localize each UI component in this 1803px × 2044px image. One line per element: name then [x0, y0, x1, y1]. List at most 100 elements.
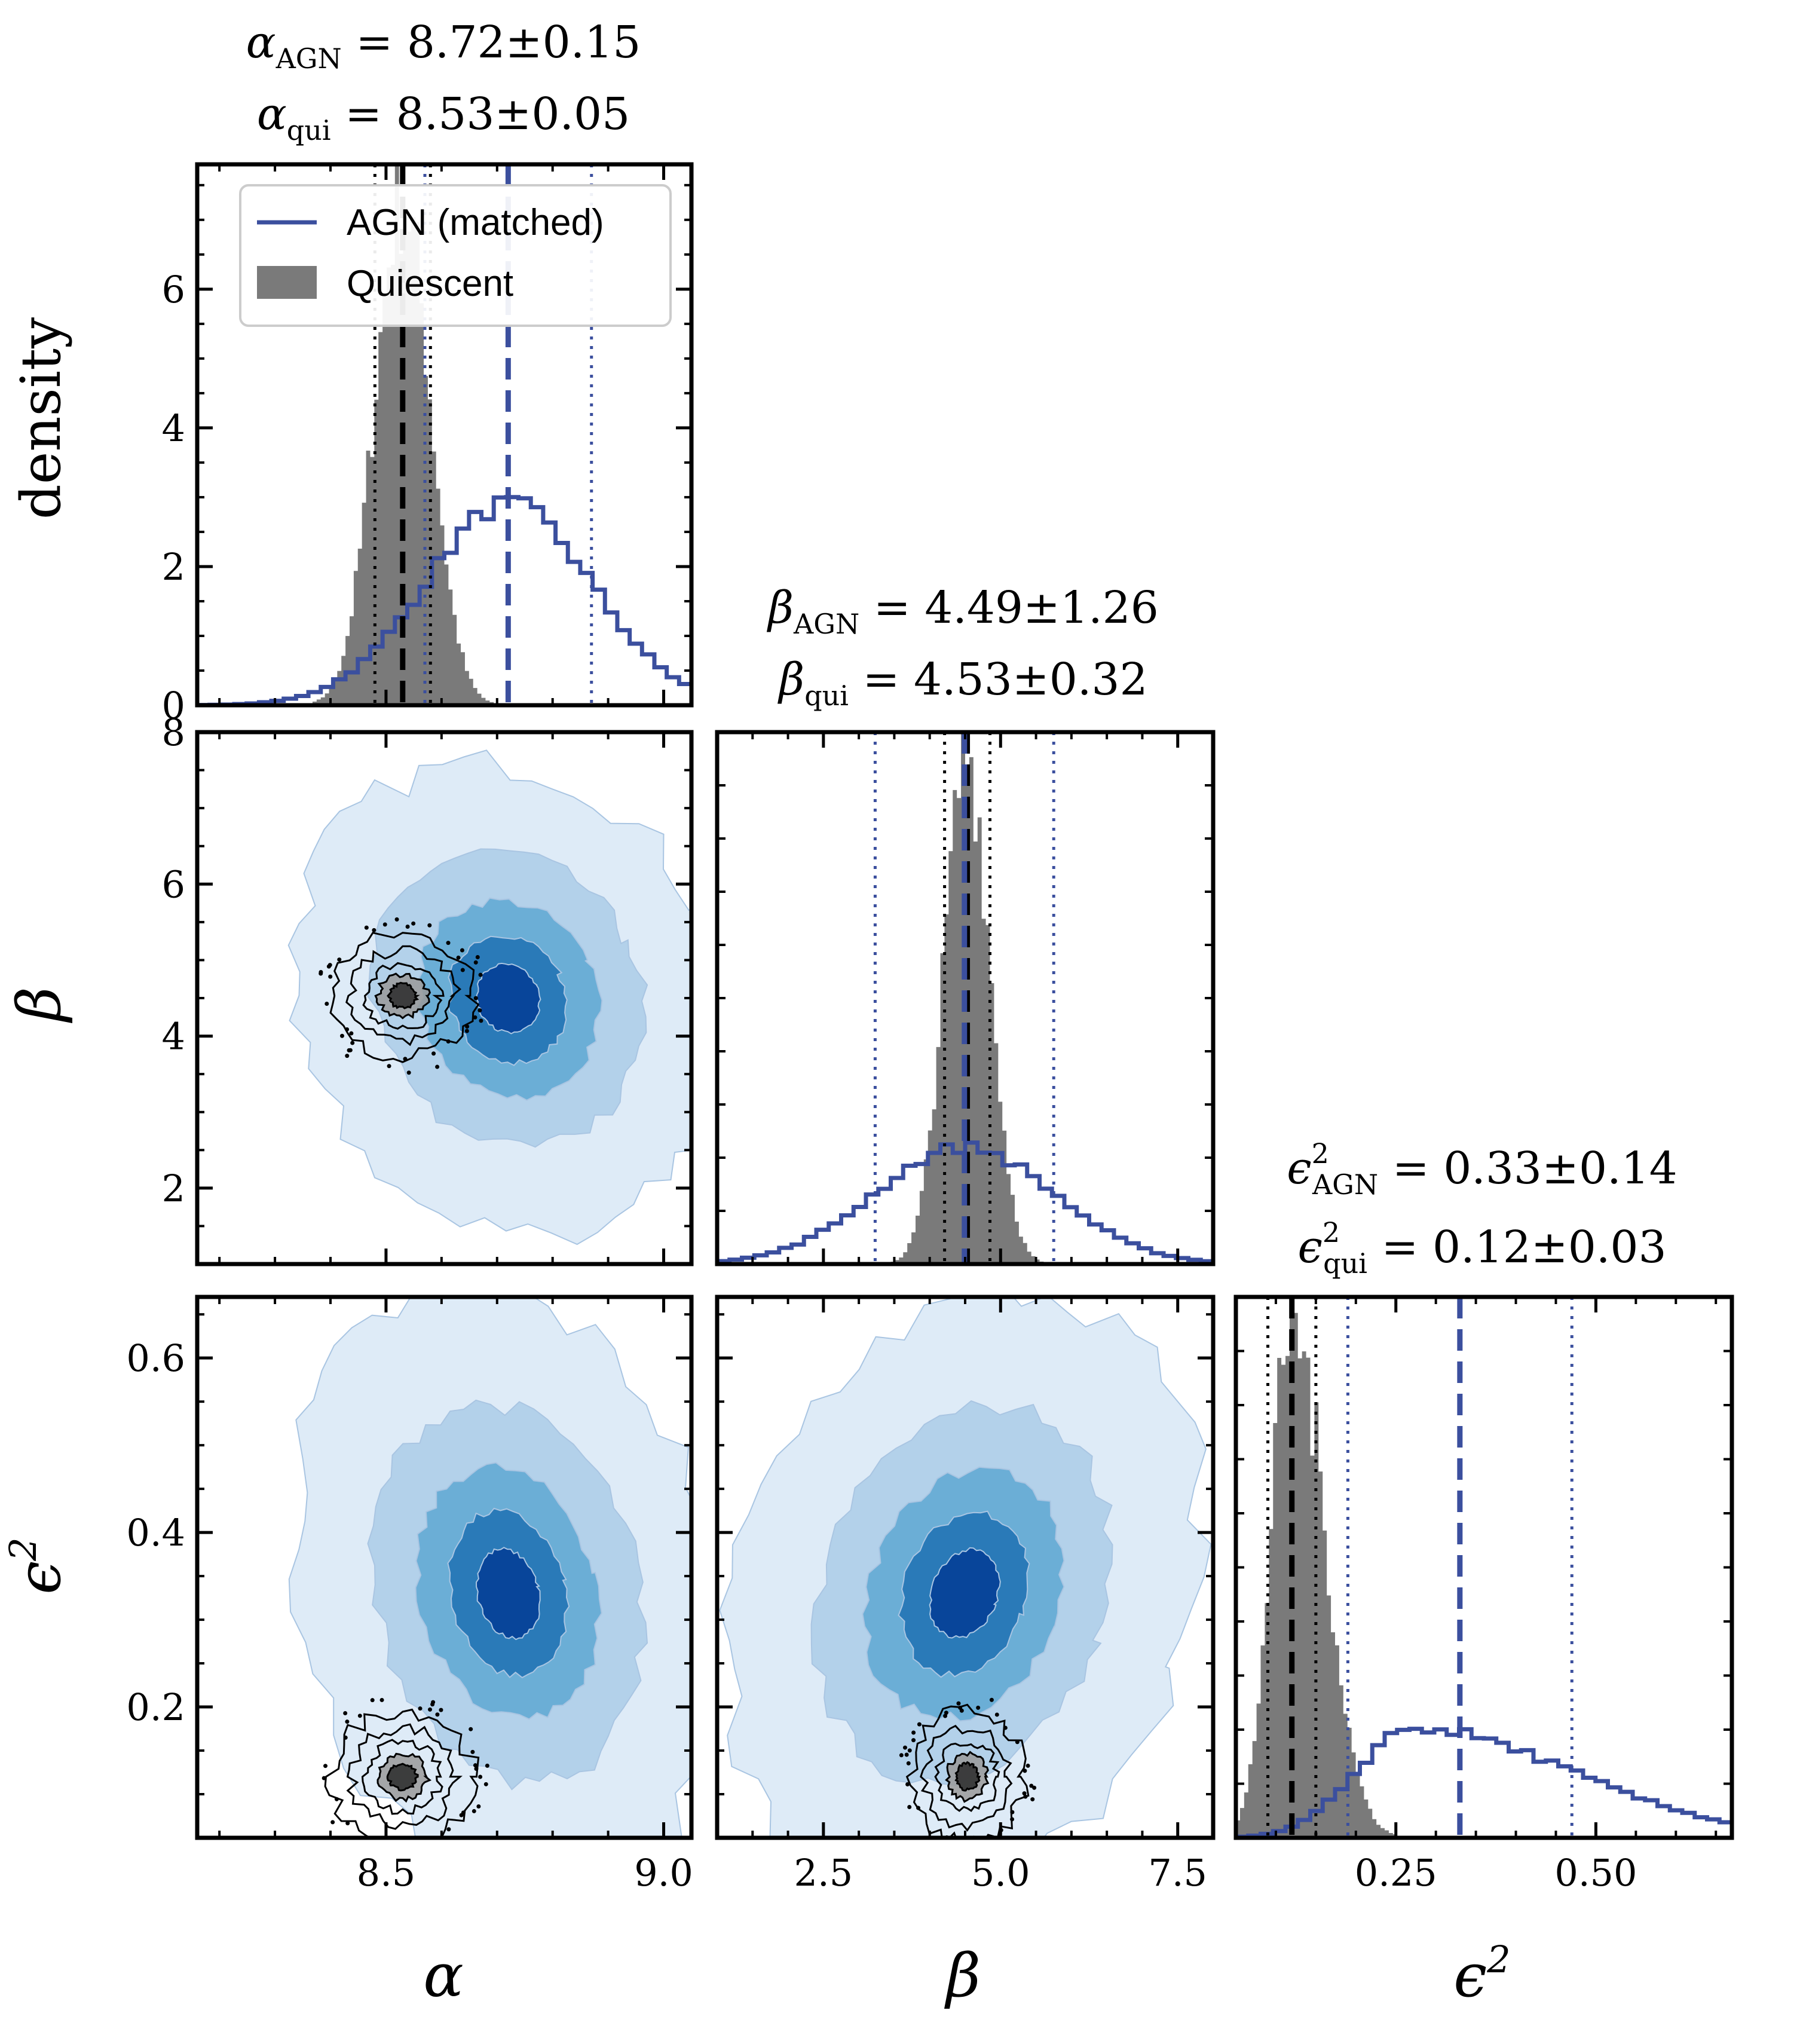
quiescent-histogram-eps2: [1236, 1297, 1732, 1838]
title-eps2-agn: ϵ2 AGN = 0.33±0.14: [1287, 1137, 1678, 1201]
title-alpha-qui: αqui = 8.53±0.05: [257, 88, 630, 146]
quiescent-sample-point: [477, 1008, 482, 1012]
pair-panel-alpha-eps2: [288, 1297, 691, 1846]
beta-tick-label: 7.5: [1148, 1851, 1207, 1895]
quiescent-sample-point: [916, 1806, 921, 1810]
quiescent-sample-point: [994, 1712, 999, 1717]
beta-tick-label: 8: [162, 711, 185, 754]
quiescent-sample-point: [427, 923, 432, 928]
beta-tick-label: 4: [162, 1015, 185, 1058]
quiescent-sample-point: [911, 1738, 916, 1743]
diag-panel-beta: [717, 732, 1213, 1264]
quiescent-sample-point: [470, 1749, 475, 1754]
quiescent-sample-point: [325, 1002, 329, 1006]
quiescent-density-contour-3: [362, 962, 445, 1030]
summary-title-alpha: αAGN = 8.72±0.15 αqui = 8.53±0.05: [246, 17, 641, 146]
quiescent-sample-point: [334, 1797, 339, 1801]
quiescent-sample-point: [907, 1748, 912, 1753]
quiescent-sample-point: [345, 1719, 350, 1724]
quiescent-sample-point: [476, 1804, 481, 1809]
quiescent-sample-point: [327, 963, 332, 968]
eps2-x-axis-label: ϵ2: [1453, 1938, 1510, 2011]
quiescent-sample-point: [416, 1841, 420, 1846]
density-axis-label: density: [9, 317, 73, 519]
quiescent-sample-point: [435, 1712, 440, 1717]
quiescent-sample-point: [954, 1847, 958, 1851]
quiescent-sample-point: [323, 1764, 328, 1768]
quiescent-density-contour-2: [920, 1724, 1013, 1832]
quiescent-sample-point: [431, 1700, 436, 1705]
beta-tick-label: 2.5: [794, 1851, 853, 1895]
quiescent-sample-point: [1010, 1810, 1015, 1814]
quiescent-sample-point: [1030, 1797, 1035, 1802]
quiescent-sample-point: [485, 1763, 489, 1768]
agn-histogram-eps2: [1236, 1727, 1732, 1838]
quiescent-sample-point: [411, 921, 416, 926]
quiescent-density-contour-5: [386, 1763, 419, 1792]
quiescent-sample-point: [439, 1708, 443, 1712]
alpha-x-axis-label: α: [423, 1941, 464, 2011]
quiescent-density-contour-1: [329, 931, 480, 1063]
beta-y-axis-label: β: [4, 987, 74, 1024]
diag-panel-eps2: [1236, 1297, 1732, 1838]
quiescent-sample-point: [976, 1705, 981, 1710]
quiescent-sample-point: [473, 1015, 477, 1020]
quiescent-density-contour-3: [361, 1739, 443, 1815]
quiescent-sample-point: [405, 925, 410, 929]
quiescent-sample-point: [473, 1763, 477, 1768]
quiescent-sample-point: [418, 1706, 423, 1711]
quiescent-sample-point: [469, 1727, 473, 1731]
quiescent-sample-point: [944, 1711, 948, 1715]
eps2-tick-label: 0.25: [1355, 1851, 1437, 1895]
quiescent-sample-point: [478, 1774, 483, 1779]
quiescent-sample-point: [1029, 1783, 1034, 1788]
legend-swatch-quiescent: [257, 266, 317, 299]
quiescent-sample-point: [991, 1843, 996, 1847]
quiescent-sample-point: [1023, 1794, 1028, 1799]
quiescent-sample-point: [379, 1697, 384, 1702]
quiescent-sample-point: [322, 1776, 326, 1780]
beta-tick-label: 5.0: [971, 1851, 1030, 1895]
quiescent-sample-point: [899, 1753, 904, 1758]
density-tick-label: 4: [162, 406, 185, 450]
quiescent-sample-point: [345, 1821, 350, 1826]
quiescent-sample-point: [345, 1027, 350, 1032]
quiescent-density-contour-3: [934, 1742, 1000, 1812]
summary-title-eps2: ϵ2 AGN = 0.33±0.14 ϵ2 qui = 0.12±0.03: [1287, 1137, 1678, 1280]
panel-frame-alpha: [195, 162, 694, 708]
quiescent-sample-point: [473, 960, 478, 965]
quiescent-sample-point: [330, 1820, 335, 1825]
quiescent-sample-point: [1003, 1725, 1008, 1730]
quiescent-sample-point: [357, 1713, 362, 1718]
quiescent-sample-point: [959, 1708, 964, 1713]
quiescent-sample-point: [475, 955, 480, 960]
quiescent-sample-point: [1023, 1768, 1027, 1773]
legend-frame: [239, 184, 672, 327]
quiescent-sample-point: [345, 1054, 350, 1058]
quiescent-sample-point: [428, 1707, 433, 1712]
alpha-tick-label: 8.5: [357, 1851, 416, 1895]
quiescent-sample-point: [319, 971, 323, 976]
quiescent-sample-point: [364, 925, 369, 930]
quiescent-sample-point: [1015, 1740, 1020, 1745]
density-tick-label: 6: [162, 268, 185, 311]
quiescent-sample-point: [473, 996, 478, 1000]
quiescent-sample-point: [911, 1730, 916, 1735]
quiescent-sample-point: [483, 1782, 488, 1786]
eps2-tick-label: 0.4: [126, 1511, 185, 1555]
quiescent-sample-point: [1026, 1763, 1030, 1768]
quiescent-sample-point: [474, 1767, 479, 1771]
agn-density-contour-5: [929, 1547, 1001, 1639]
diag-panel-alpha: [197, 164, 691, 705]
quiescent-sample-point: [403, 1057, 408, 1061]
title-eps2-qui: ϵ2 qui = 0.12±0.03: [1297, 1216, 1666, 1280]
quiescent-sample-point: [464, 1029, 469, 1033]
quiescent-sample-point: [382, 922, 387, 927]
agn-density-contour-5: [475, 1547, 541, 1641]
quiescent-sample-point: [456, 955, 461, 960]
quiescent-density-contour-1: [324, 1708, 480, 1838]
quiescent-sample-point: [1022, 1791, 1027, 1796]
quiescent-sample-point: [343, 1711, 348, 1716]
quiescent-sample-point: [907, 1805, 912, 1810]
